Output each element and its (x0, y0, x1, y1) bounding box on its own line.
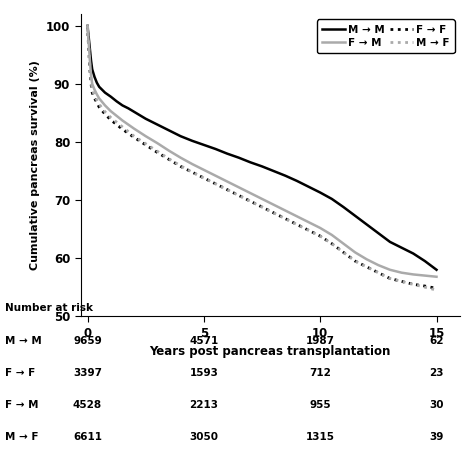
Legend: M → M, F → M, F → F, M → F: M → M, F → M, F → F, M → F (317, 19, 455, 53)
Text: 4571: 4571 (189, 336, 219, 346)
X-axis label: Years post pancreas transplantation: Years post pancreas transplantation (149, 345, 391, 358)
Text: 9659: 9659 (73, 336, 102, 346)
Text: 4528: 4528 (73, 400, 102, 410)
Text: 39: 39 (429, 432, 444, 442)
Y-axis label: Cumulative pancreas survival (%): Cumulative pancreas survival (%) (30, 60, 40, 270)
Text: Number at risk: Number at risk (5, 303, 93, 313)
Text: 712: 712 (309, 368, 331, 378)
Text: 30: 30 (429, 400, 444, 410)
Text: M → F: M → F (5, 432, 38, 442)
Text: 1315: 1315 (306, 432, 335, 442)
Text: M → M: M → M (5, 336, 42, 346)
Text: 23: 23 (429, 368, 444, 378)
Text: 955: 955 (310, 400, 331, 410)
Text: 6611: 6611 (73, 432, 102, 442)
Text: 2213: 2213 (190, 400, 219, 410)
Text: 3397: 3397 (73, 368, 102, 378)
Text: 3050: 3050 (190, 432, 219, 442)
Text: F → M: F → M (5, 400, 38, 410)
Text: 1593: 1593 (190, 368, 219, 378)
Text: 62: 62 (429, 336, 444, 346)
Text: F → F: F → F (5, 368, 35, 378)
Text: 1987: 1987 (306, 336, 335, 346)
